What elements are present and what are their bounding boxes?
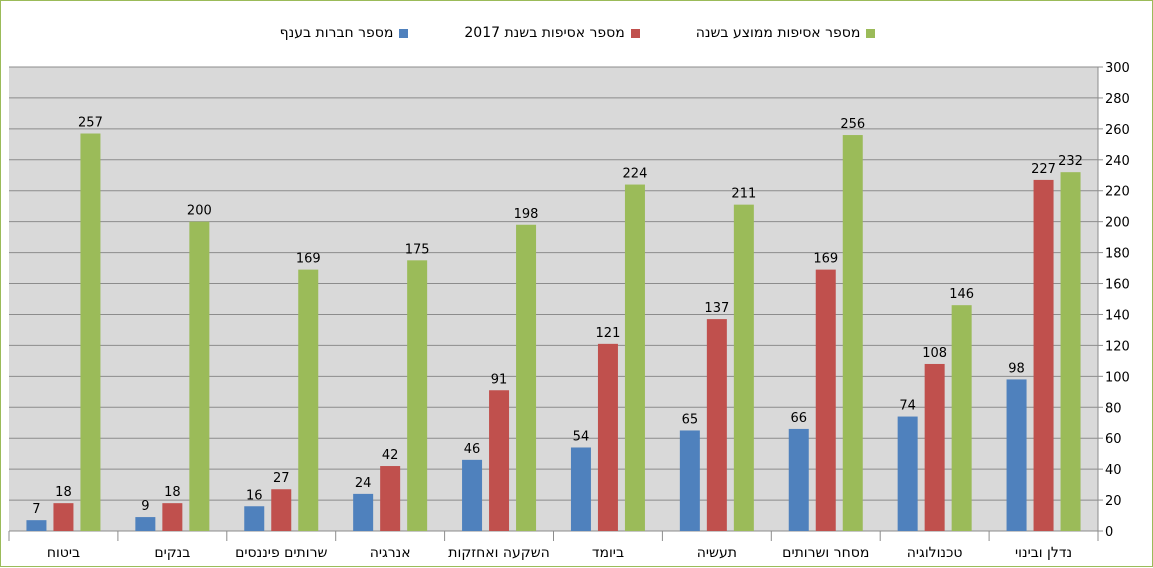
data-label: 24 xyxy=(355,476,372,491)
data-label: 232 xyxy=(1058,154,1083,169)
data-label: 121 xyxy=(596,326,621,341)
x-category-label: אנרגיה xyxy=(370,545,411,561)
data-label: 169 xyxy=(813,252,838,267)
y-tick-label: 100 xyxy=(1105,370,1130,385)
data-label: 54 xyxy=(573,429,590,444)
bar xyxy=(706,319,727,531)
data-label: 169 xyxy=(296,252,321,267)
data-label: 42 xyxy=(382,448,399,463)
bar xyxy=(298,269,319,531)
bar xyxy=(462,459,483,531)
bar xyxy=(516,224,537,531)
bar xyxy=(897,416,918,531)
bar xyxy=(951,305,972,531)
y-tick-label: 0 xyxy=(1105,525,1113,540)
data-label: 27 xyxy=(273,471,290,486)
y-tick-label: 300 xyxy=(1105,61,1130,76)
data-label: 16 xyxy=(246,488,263,503)
y-tick-label: 220 xyxy=(1105,185,1130,200)
data-label: 137 xyxy=(704,301,729,316)
legend-item-avg-meetings: מספר אסיפות ממוצע בשנה xyxy=(696,25,876,41)
legend-swatch-avg-meetings xyxy=(866,28,876,38)
bar xyxy=(26,520,47,531)
bar xyxy=(597,343,618,531)
y-tick-label: 60 xyxy=(1105,432,1122,447)
data-label: 108 xyxy=(922,346,947,361)
bar xyxy=(489,390,510,531)
data-label: 224 xyxy=(623,167,648,182)
x-category-label: ביטוח xyxy=(47,545,80,561)
bar xyxy=(53,503,74,531)
y-tick-label: 240 xyxy=(1105,154,1130,169)
data-label: 175 xyxy=(405,242,430,257)
legend-label-meetings-2017: מספר אסיפות בשנת 2017 xyxy=(464,25,625,41)
x-category-label: תעשיה xyxy=(697,545,737,561)
data-label: 146 xyxy=(949,287,974,302)
legend-item-meetings-2017: מספר אסיפות בשנת 2017 xyxy=(464,25,640,41)
legend-label-companies: מספר חברות בענף xyxy=(279,25,394,41)
bar xyxy=(815,269,836,531)
bar xyxy=(1033,179,1054,531)
x-category-label: ביומד xyxy=(592,545,624,561)
bar xyxy=(924,363,945,531)
y-tick-label: 120 xyxy=(1105,339,1130,354)
bar xyxy=(407,260,428,531)
bar xyxy=(788,428,809,531)
x-category-label: נדלן ובינוי xyxy=(1015,545,1072,561)
legend-swatch-companies xyxy=(399,28,409,38)
data-label: 257 xyxy=(78,116,103,131)
legend-swatch-meetings-2017 xyxy=(630,28,640,38)
data-label: 9 xyxy=(141,499,149,514)
x-category-label: שרותים פיננסים xyxy=(235,545,327,561)
y-tick-label: 200 xyxy=(1105,216,1130,231)
bar xyxy=(353,493,374,531)
data-label: 74 xyxy=(899,399,916,414)
data-label: 198 xyxy=(514,207,539,222)
legend-item-companies: מספר חברות בענף xyxy=(280,25,409,41)
y-tick-label: 40 xyxy=(1105,463,1122,478)
bar xyxy=(80,133,101,532)
data-label: 200 xyxy=(187,204,212,219)
data-label: 46 xyxy=(464,442,481,457)
data-label: 65 xyxy=(682,412,699,427)
y-tick-label: 80 xyxy=(1105,401,1122,416)
data-label: 256 xyxy=(840,117,865,132)
data-label: 7 xyxy=(32,502,40,517)
data-label: 227 xyxy=(1031,162,1056,177)
x-category-label: השקעה ואחזקות xyxy=(448,545,549,561)
x-category-label: טכנולוגיה xyxy=(907,545,963,561)
data-label: 211 xyxy=(731,187,756,202)
bar xyxy=(162,503,183,531)
data-label: 18 xyxy=(164,485,181,500)
bar xyxy=(733,204,754,532)
bar xyxy=(842,135,863,531)
chart-legend: מספר אסיפות ממוצע בשנה מספר אסיפות בשנת … xyxy=(1,25,1153,41)
x-category-label: בנקים xyxy=(154,545,190,561)
legend-label-avg-meetings: מספר אסיפות ממוצע בשנה xyxy=(695,25,861,41)
data-label: 98 xyxy=(1008,361,1025,376)
bar xyxy=(380,466,401,531)
y-tick-label: 280 xyxy=(1105,92,1130,107)
bar xyxy=(570,447,591,531)
y-tick-label: 260 xyxy=(1105,123,1130,138)
bar xyxy=(1060,172,1081,531)
bar xyxy=(1006,379,1027,531)
y-tick-label: 140 xyxy=(1105,308,1130,323)
y-tick-label: 180 xyxy=(1105,247,1130,262)
data-label: 66 xyxy=(790,411,807,426)
bar xyxy=(189,221,210,531)
bar xyxy=(679,430,700,531)
bar xyxy=(271,489,292,531)
bar xyxy=(135,517,156,531)
bar xyxy=(624,184,645,531)
y-tick-label: 20 xyxy=(1105,494,1122,509)
data-label: 91 xyxy=(491,372,508,387)
data-label: 18 xyxy=(55,485,72,500)
bar xyxy=(244,506,265,531)
y-tick-label: 160 xyxy=(1105,278,1130,293)
x-category-label: מסחר ושרותים xyxy=(782,545,869,561)
